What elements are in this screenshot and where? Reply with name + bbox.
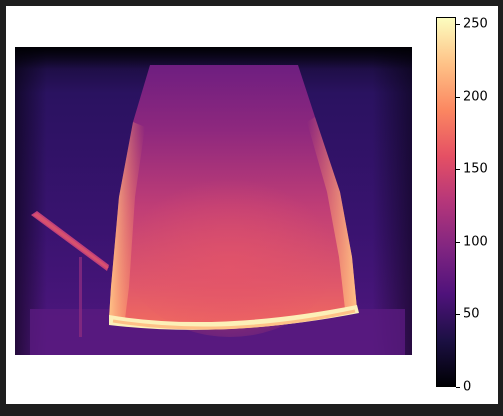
colorbar-tick-label: 100 — [463, 234, 488, 250]
heatmap-image — [15, 47, 412, 355]
colorbar-tick-mark — [456, 96, 460, 98]
colorbar-tick-label: 150 — [463, 161, 488, 177]
colorbar-tick-mark — [456, 169, 460, 171]
colorbar-tick-label: 250 — [463, 16, 488, 32]
colorbar-tick-label: 50 — [463, 306, 480, 322]
colorbar — [436, 17, 456, 387]
colorbar-tick-mark — [456, 387, 460, 388]
colorbar-tick-mark — [456, 24, 460, 26]
colorbar-tick-mark — [456, 241, 460, 243]
colorbar-tick-label: 200 — [463, 89, 488, 105]
colorbar-tick-mark — [456, 314, 460, 316]
colorbar-tick-label: 0 — [463, 379, 472, 395]
